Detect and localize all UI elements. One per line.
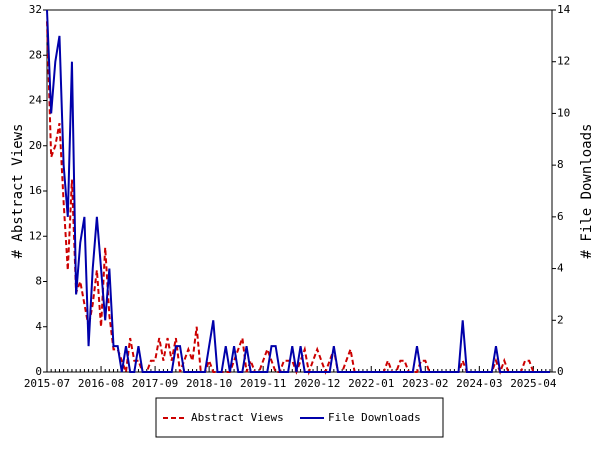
y-tick-label: 32 xyxy=(29,3,42,16)
legend-box xyxy=(155,397,444,438)
y-tick-label: 20 xyxy=(29,139,42,152)
y-tick-label: 16 xyxy=(29,184,42,197)
y2-tick-label: 0 xyxy=(557,365,564,378)
y-tick-label: 0 xyxy=(35,365,42,378)
x-tick-label: 2023-02 xyxy=(402,377,448,390)
y-tick-label: 24 xyxy=(29,94,43,107)
x-tick-label: 2019-11 xyxy=(240,377,286,390)
y-tick-label: 12 xyxy=(29,229,42,242)
y2-tick-label: 4 xyxy=(557,262,564,275)
y2-axis-title: # File Downloads xyxy=(579,124,595,259)
y2-tick-label: 2 xyxy=(557,313,564,326)
y2-tick-label: 14 xyxy=(557,3,571,16)
y2-tick-label: 8 xyxy=(557,158,564,171)
x-tick-label: 2024-03 xyxy=(456,377,502,390)
y-tick-label: 4 xyxy=(35,320,42,333)
series-line xyxy=(46,9,550,373)
x-tick-label: 2016-08 xyxy=(78,377,124,390)
y-tick-label: 28 xyxy=(29,48,42,61)
legend-label: Abstract Views xyxy=(191,411,284,424)
y2-tick-label: 12 xyxy=(557,55,570,68)
x-tick-label: 2020-12 xyxy=(294,377,340,390)
y-axis-title: # Abstract Views xyxy=(10,124,26,259)
series-line xyxy=(46,21,550,376)
legend-label: File Downloads xyxy=(328,411,421,424)
y-tick-label: 8 xyxy=(35,275,42,288)
x-tick-label: 2018-10 xyxy=(186,377,232,390)
y2-tick-label: 6 xyxy=(557,210,564,223)
plot-frame xyxy=(46,9,553,373)
x-tick-label: 2025-04 xyxy=(510,377,557,390)
x-tick-label: 2022-01 xyxy=(348,377,394,390)
y2-tick-label: 10 xyxy=(557,106,570,119)
x-tick-label: 2017-09 xyxy=(132,377,178,390)
x-tick-label: 2015-07 xyxy=(24,377,70,390)
